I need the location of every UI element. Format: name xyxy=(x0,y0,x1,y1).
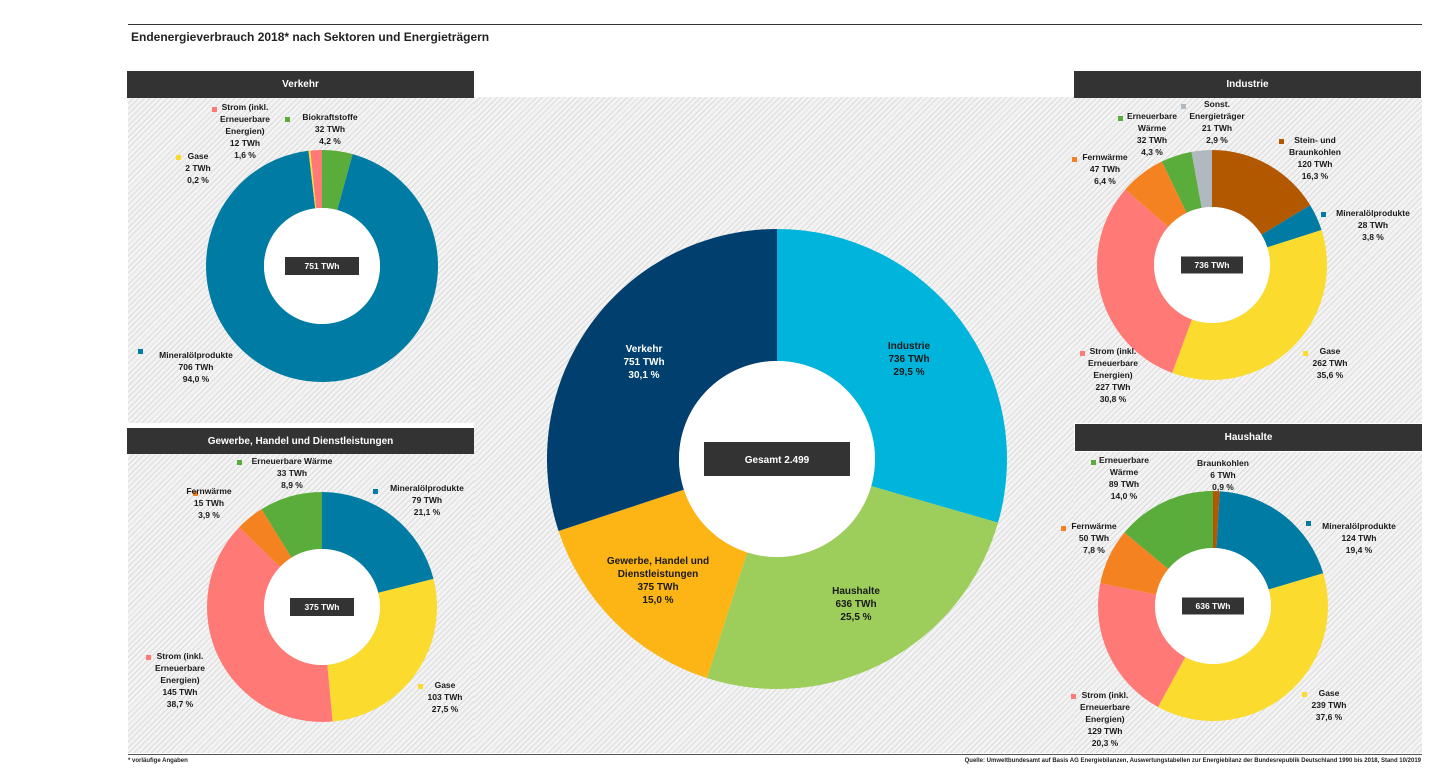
slice-haushalte-gase xyxy=(1158,573,1328,721)
slice-ghd-mineraloelprodukte xyxy=(322,492,434,593)
slice-industrie-mineraloelprodukte xyxy=(1261,205,1322,248)
bottom-rule xyxy=(128,754,1422,755)
slice-industrie-stein-und-braunkohlen xyxy=(1212,150,1311,235)
slice-gesamt-industrie xyxy=(777,229,1007,523)
center-box-ghd xyxy=(290,598,354,616)
legend-swatch-haushalte-gase xyxy=(1302,692,1307,697)
source-note: Quelle: Umweltbundesamt auf Basis AG Ene… xyxy=(964,758,1421,764)
legend-swatch-industrie-gase xyxy=(1303,351,1308,356)
center-box-industrie xyxy=(1181,256,1243,274)
legend-swatch-haushalte-fernwaerme xyxy=(1061,526,1066,531)
legend-swatch-industrie-mineraloelprodukte xyxy=(1321,212,1326,217)
slice-ghd-erneuerbare-waerme xyxy=(261,492,322,558)
slice-industrie-sonst-energietraeger xyxy=(1191,150,1212,208)
label-ghd-strom-inkl-erneuerbare-energien: Strom (inkl. Erneuerbare Energien) 145 TWh 3… xyxy=(155,651,205,709)
slice-haushalte-fernwaerme xyxy=(1100,532,1169,595)
center-box-haushalte xyxy=(1182,597,1244,615)
label-verkehr-mineraloelprodukte: Mineralölprodukte 706 TWh 94,0 % xyxy=(159,350,233,384)
slice-ghd-strom-inkl-erneuerbare-energien xyxy=(207,527,333,722)
legend-swatch-haushalte-erneuerbare-waerme xyxy=(1091,460,1096,465)
label-haushalte-fernwaerme: Fernwärme 50 TWh 7,8 % xyxy=(1071,521,1117,555)
label-haushalte-erneuerbare-waerme: Erneuerbare Wärme 89 TWh 14,0 % xyxy=(1099,455,1149,501)
slice-gesamt-gewerbe-handel-und-dienstleistungen xyxy=(558,489,748,679)
center-box-verkehr xyxy=(285,257,359,275)
label-industrie-strom-inkl-erneuerbare-energien: Strom (inkl. Erneuerbare Energien) 227 TWh 3… xyxy=(1088,346,1138,404)
slice-haushalte-mineraloelprodukte xyxy=(1216,491,1324,590)
donut-industrie: Stein- und Braunkohlen 120 TWh 16,3 % Minera… xyxy=(1072,99,1410,404)
legend-swatch-haushalte-mineraloelprodukte xyxy=(1306,521,1311,526)
slice-haushalte-strom-inkl-erneuerbare-energien xyxy=(1098,583,1186,708)
center-box-gesamt xyxy=(704,442,850,476)
center-label-gesamt: Gesamt 2.499 xyxy=(745,455,810,466)
slice-haushalte-erneuerbare-waerme xyxy=(1124,491,1213,569)
legend-swatch-verkehr-gase xyxy=(176,155,181,160)
slice-ghd-gase xyxy=(327,578,437,722)
legend-swatch-industrie-erneuerbare-waerme xyxy=(1118,116,1123,121)
label-ghd-erneuerbare-waerme: Erneuerbare Wärme 33 TWh 8,9 % xyxy=(252,456,333,490)
center-label-ghd: 375 TWh xyxy=(305,602,340,612)
label-haushalte-gase: Gase 239 TWh 37,6 % xyxy=(1312,688,1347,722)
label-industrie-stein-und-braunkohlen: Stein- und Braunkohlen 120 TWh 16,3 % xyxy=(1289,135,1341,181)
legend-swatch-verkehr-strom-inkl-erneuerbare-energien xyxy=(212,107,217,112)
label-verkehr-gase: Gase 2 TWh 0,2 % xyxy=(185,151,211,185)
slice-gesamt-haushalte xyxy=(706,486,999,689)
legend-swatch-industrie-stein-und-braunkohlen xyxy=(1279,139,1284,144)
label-industrie-gase: Gase 262 TWh 35,6 % xyxy=(1313,346,1348,380)
label-industrie-erneuerbare-waerme: Erneuerbare Wärme 32 TWh 4,3 % xyxy=(1127,111,1177,157)
header-verkehr: Verkehr xyxy=(127,71,474,98)
label-ghd-fernwaerme: Fernwärme 15 TWh 3,9 % xyxy=(186,486,232,520)
label-industrie-sonst-energietraeger: Sonst. Energieträger 21 TWh 2,9 % xyxy=(1189,99,1245,145)
slice-industrie-strom-inkl-erneuerbare-energien xyxy=(1097,189,1192,373)
legend-swatch-ghd-gase xyxy=(418,684,423,689)
slice-verkehr-strom-inkl-erneuerbare-energien xyxy=(310,150,322,209)
header-haushalte: Haushalte xyxy=(1075,424,1422,451)
label-gesamt-verkehr: Verkehr 751 TWh 30,1 % xyxy=(623,344,664,381)
slice-ghd-fernwaerme xyxy=(239,509,292,567)
label-haushalte-braunkohlen: Braunkohlen 6 TWh 0,9 % xyxy=(1197,458,1249,492)
legend-swatch-verkehr-mineraloelprodukte xyxy=(138,349,143,354)
slice-verkehr-gase xyxy=(308,150,317,209)
legend-swatch-industrie-fernwaerme xyxy=(1072,157,1077,162)
label-gesamt-gewerbe-handel-und-dienstleistungen: Gewerbe, Handel und Dienstleistungen 375 T… xyxy=(607,556,709,606)
legend-swatch-ghd-erneuerbare-waerme xyxy=(237,460,242,465)
label-verkehr-strom-inkl-erneuerbare-energien: Strom (inkl. Erneuerbare Energien) 12 TWh 1,… xyxy=(220,102,270,160)
label-verkehr-biokraftstoffe: Biokraftstoffe 32 TWh 4,2 % xyxy=(302,112,358,146)
center-label-industrie: 736 TWh xyxy=(1195,260,1230,270)
slice-industrie-erneuerbare-waerme xyxy=(1161,151,1202,213)
page-title: Endenergieverbrauch 2018* nach Sektoren … xyxy=(131,30,490,44)
header-industrie: Industrie xyxy=(1074,71,1421,98)
footnote: * vorläufige Angaben xyxy=(128,758,188,764)
legend-swatch-ghd-mineraloelprodukte xyxy=(373,489,378,494)
label-ghd-mineraloelprodukte: Mineralölprodukte 79 TWh 21,1 % xyxy=(390,483,464,517)
slice-haushalte-braunkohlen xyxy=(1213,491,1220,549)
label-gesamt-haushalte: Haushalte 636 TWh 25,5 % xyxy=(832,586,880,623)
center-label-verkehr: 751 TWh xyxy=(305,261,340,271)
center-label-haushalte: 636 TWh xyxy=(1196,601,1231,611)
label-gesamt-industrie: Industrie 736 TWh 29,5 % xyxy=(888,341,931,378)
legend-swatch-ghd-strom-inkl-erneuerbare-energien xyxy=(146,655,151,660)
label-haushalte-strom-inkl-erneuerbare-energien: Strom (inkl. Erneuerbare Energien) 129 TWh 2… xyxy=(1080,690,1130,748)
legend-swatch-verkehr-biokraftstoffe xyxy=(285,117,290,122)
donut-verkehr: Biokraftstoffe 32 TWh 4,2 % Mineralölproduk… xyxy=(138,102,438,384)
label-industrie-mineraloelprodukte: Mineralölprodukte 28 TWh 3,8 % xyxy=(1336,208,1410,242)
label-haushalte-mineraloelprodukte: Mineralölprodukte 124 TWh 19,4 % xyxy=(1322,521,1396,555)
legend-swatch-industrie-sonst-energietraeger xyxy=(1181,104,1186,109)
legend-swatch-haushalte-strom-inkl-erneuerbare-energien xyxy=(1071,694,1076,699)
legend-swatch-industrie-strom-inkl-erneuerbare-energien xyxy=(1080,351,1085,356)
donut-ghd: Mineralölprodukte 79 TWh 21,1 % Gase 103 TWh… xyxy=(146,456,464,722)
slice-gesamt-verkehr xyxy=(547,229,777,531)
header-ghd: Gewerbe, Handel und Dienstleistungen xyxy=(127,428,474,454)
label-ghd-gase: Gase 103 TWh 27,5 % xyxy=(428,680,463,714)
slice-industrie-fernwaerme xyxy=(1125,161,1187,227)
top-rule xyxy=(128,24,1422,25)
donut-gesamt: Industrie 736 TWh 29,5 % Haushalte 636 TWh 25… xyxy=(547,229,1007,689)
slice-verkehr-mineraloelprodukte xyxy=(205,150,438,383)
legend-swatch-ghd-fernwaerme xyxy=(193,491,198,496)
slice-verkehr-biokraftstoffe xyxy=(322,150,353,211)
slice-industrie-gase xyxy=(1172,230,1327,380)
label-industrie-fernwaerme: Fernwärme 47 TWh 6,4 % xyxy=(1082,152,1128,186)
donut-haushalte: Braunkohlen 6 TWh 0,9 % Mineralölprodukte 12… xyxy=(1061,455,1396,748)
